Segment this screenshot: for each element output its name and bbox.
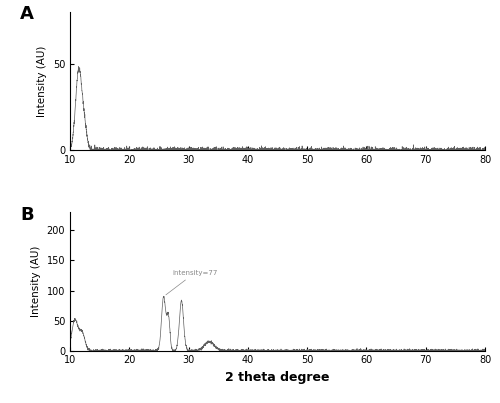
Y-axis label: Intensity (AU): Intensity (AU) bbox=[37, 46, 47, 117]
Text: B: B bbox=[20, 206, 34, 224]
Text: A: A bbox=[20, 5, 34, 23]
Text: intensity=77: intensity=77 bbox=[166, 270, 218, 295]
Y-axis label: Intensity (AU): Intensity (AU) bbox=[31, 246, 41, 317]
X-axis label: 2 theta degree: 2 theta degree bbox=[225, 371, 330, 384]
